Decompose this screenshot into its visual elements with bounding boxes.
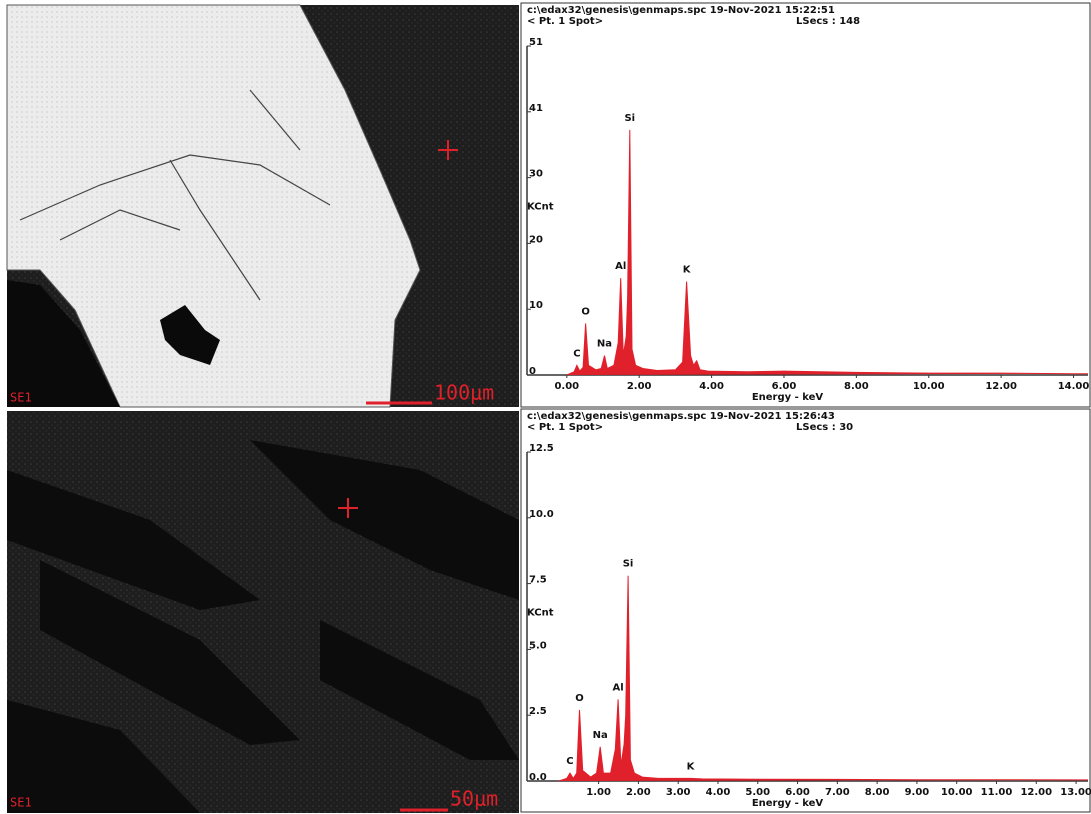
x-tick-label: 2.00	[626, 787, 651, 798]
scale-label: 50μm	[450, 787, 498, 811]
peak-label: C	[573, 348, 580, 359]
x-tick-label: 10.00	[941, 787, 973, 798]
x-axis-label: Energy - keV	[752, 798, 824, 809]
live-time: LSecs : 30	[796, 422, 853, 433]
y-tick-label: 41	[529, 103, 543, 114]
x-tick-label: 2.00	[627, 381, 652, 392]
y-axis-label: KCnt	[527, 202, 554, 213]
x-tick-label: 4.00	[699, 381, 724, 392]
y-tick-label: 0	[529, 366, 536, 377]
peak-label: K	[687, 761, 696, 772]
spectra: c:\edax32\genesis\genmaps.spc 19-Nov-202…	[520, 2, 1091, 813]
peak-label: C	[566, 756, 573, 767]
x-tick-label: 6.00	[772, 381, 797, 392]
x-tick-label: 3.00	[666, 787, 691, 798]
x-tick-label: 0.00	[554, 381, 579, 392]
x-tick-label: 6.00	[785, 787, 810, 798]
x-tick-label: 4.00	[706, 787, 731, 798]
x-tick-label: 10.00	[913, 381, 945, 392]
x-tick-label: 8.00	[844, 381, 869, 392]
peak-label: Si	[623, 559, 634, 570]
x-tick-label: 11.00	[981, 787, 1013, 798]
peak-label: Al	[615, 261, 626, 272]
panel-frame	[520, 2, 1091, 408]
y-axis-label: KCnt	[527, 608, 554, 619]
x-tick-label: 5.00	[745, 787, 770, 798]
detector-label: SE1	[10, 796, 32, 810]
y-tick-label: 7.5	[529, 575, 547, 586]
peak-label: Na	[597, 339, 612, 350]
scale-label: 100μm	[434, 381, 494, 405]
spectrum	[558, 575, 1088, 782]
y-tick-label: 20	[529, 234, 543, 245]
file-path: c:\edax32\genesis\genmaps.spc 19-Nov-202…	[527, 5, 835, 16]
x-tick-label: 12.00	[1020, 787, 1052, 798]
x-tick-label: 8.00	[865, 787, 890, 798]
x-axis-label: Energy - keV	[752, 392, 824, 403]
y-tick-label: 12.5	[529, 443, 554, 454]
crosshair	[338, 498, 358, 518]
peak-label: O	[581, 306, 590, 317]
y-tick-label: 30	[529, 169, 543, 180]
spectrum	[566, 129, 1088, 376]
x-tick-label: 13.00	[1060, 787, 1091, 798]
live-time: LSecs : 148	[796, 16, 860, 27]
file-path: c:\edax32\genesis\genmaps.spc 19-Nov-202…	[527, 411, 835, 422]
spot-label: < Pt. 1 Spot>	[527, 16, 603, 27]
sem-image-top: SE1 100μm	[6, 4, 519, 408]
panel-frame	[520, 408, 1091, 813]
y-tick-label: 10	[529, 300, 543, 311]
hole	[160, 305, 220, 365]
sem-image-bottom: SE1 50μm	[7, 411, 519, 813]
x-tick-label: 7.00	[825, 787, 850, 798]
peak-label: K	[683, 264, 692, 275]
pore	[7, 280, 120, 407]
peak-label: Na	[593, 730, 608, 741]
peak-label: O	[575, 693, 584, 704]
y-tick-label: 2.5	[529, 706, 547, 717]
detector-label: SE1	[10, 391, 32, 405]
y-tick-label: 51	[529, 37, 543, 48]
x-tick-label: 14.00	[1058, 381, 1090, 392]
dark-bands	[7, 440, 519, 813]
x-tick-label: 9.00	[905, 787, 930, 798]
spot-label: < Pt. 1 Spot>	[527, 422, 603, 433]
peak-label: Al	[613, 682, 624, 693]
crosshair	[438, 140, 458, 160]
grain-bright	[6, 4, 421, 408]
y-tick-label: 0.0	[529, 772, 547, 783]
cracks	[19, 89, 331, 301]
y-tick-label: 5.0	[529, 640, 547, 651]
peak-label: Si	[624, 113, 635, 124]
x-tick-label: 12.00	[985, 381, 1017, 392]
x-tick-label: 1.00	[586, 787, 611, 798]
y-tick-label: 10.0	[529, 509, 554, 520]
